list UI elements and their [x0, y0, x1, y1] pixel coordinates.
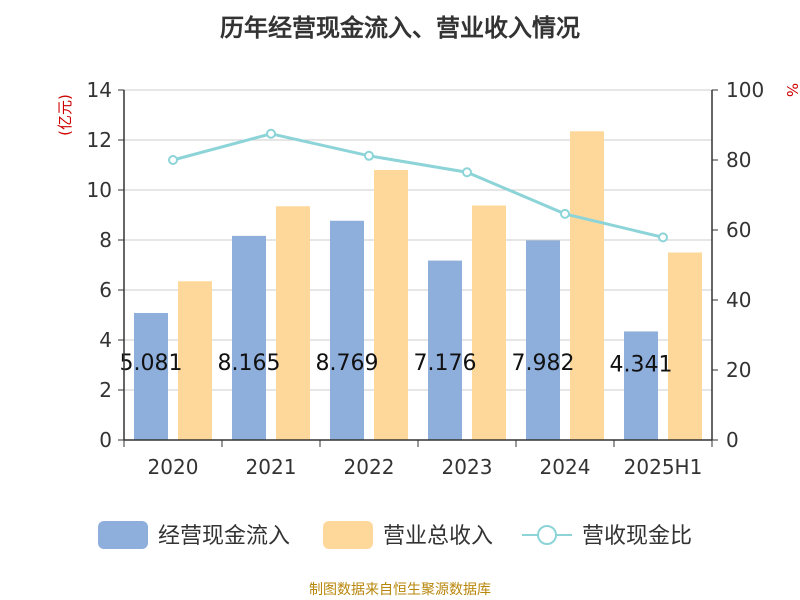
bar: [330, 220, 364, 440]
grid-lines: [124, 89, 712, 441]
ratio-point: [266, 128, 276, 139]
legend-swatch: [98, 521, 148, 549]
data-labels: 5.081 8.165 8.769 7.176 7.982 4.341: [120, 351, 673, 377]
bar: [668, 252, 702, 440]
legend-label: 营收现金比: [582, 524, 692, 549]
left-tick-label: 12: [87, 128, 112, 152]
legend: 经营现金流入 营业总收入 营收现金比: [98, 521, 692, 549]
left-tick-label: 4: [99, 328, 112, 352]
legend-label: 营业总收入: [383, 524, 493, 549]
data-label: 7.982: [512, 351, 575, 376]
data-label: 5.081: [120, 351, 183, 376]
bar: [526, 240, 560, 440]
ratio-polyline: [172, 132, 664, 239]
ratio-point: [658, 232, 668, 243]
bar: [428, 260, 462, 440]
x-tick-label: 2023: [442, 455, 493, 479]
chart-title: 历年经营现金流入、营业收入情况: [220, 14, 580, 42]
x-tick-label: 2024: [540, 455, 591, 479]
left-tick-label: 14: [87, 78, 112, 102]
ratio-point: [462, 167, 472, 178]
x-tick-label: 2020: [148, 455, 199, 479]
left-tick-label: 8: [99, 228, 112, 252]
ratio-point: [168, 155, 178, 165]
bar: [374, 170, 408, 440]
bar: [472, 205, 506, 440]
left-tick-label: 6: [99, 278, 112, 302]
ratio-point: [364, 150, 374, 161]
right-tick-label: 20: [726, 358, 751, 382]
bars: [134, 131, 702, 440]
bar: [134, 312, 168, 440]
right-tick-label: 100: [726, 78, 764, 102]
bar: [570, 131, 604, 440]
left-tick-label: 2: [99, 378, 112, 402]
data-label: 8.769: [316, 351, 379, 376]
data-label: 8.165: [218, 351, 281, 376]
right-tick-label: 40: [726, 288, 751, 312]
right-tick-label: 0: [726, 428, 739, 452]
x-tick-label: 2021: [246, 455, 297, 479]
left-axis-label: (亿元): [56, 94, 74, 136]
source-note: 制图数据来自恒生聚源数据库: [309, 582, 491, 598]
legend-swatch-marker: [537, 525, 557, 545]
right-axis-label: %: [783, 83, 800, 97]
ratio-point: [560, 208, 570, 219]
x-tick-label: 2022: [344, 455, 395, 479]
left-tick-label: 0: [99, 428, 112, 452]
bar: [276, 206, 310, 440]
legend-swatch: [323, 521, 373, 549]
left-tick-label: 10: [87, 178, 112, 202]
right-tick-label: 80: [726, 148, 751, 172]
bar: [178, 281, 212, 440]
x-tick-label: 2025H1: [624, 455, 703, 479]
bar: [232, 235, 266, 440]
legend-label: 经营现金流入: [158, 524, 290, 549]
ratio-line: [168, 128, 668, 243]
bar: [624, 331, 658, 440]
data-label: 4.341: [610, 352, 673, 377]
right-tick-label: 60: [726, 218, 751, 242]
axes: 0 2 4 6 8 10 12 14 0 20 40 60 80 100 (亿元)% 2020 2021 2022…: [56, 78, 800, 479]
data-label: 7.176: [414, 351, 477, 376]
